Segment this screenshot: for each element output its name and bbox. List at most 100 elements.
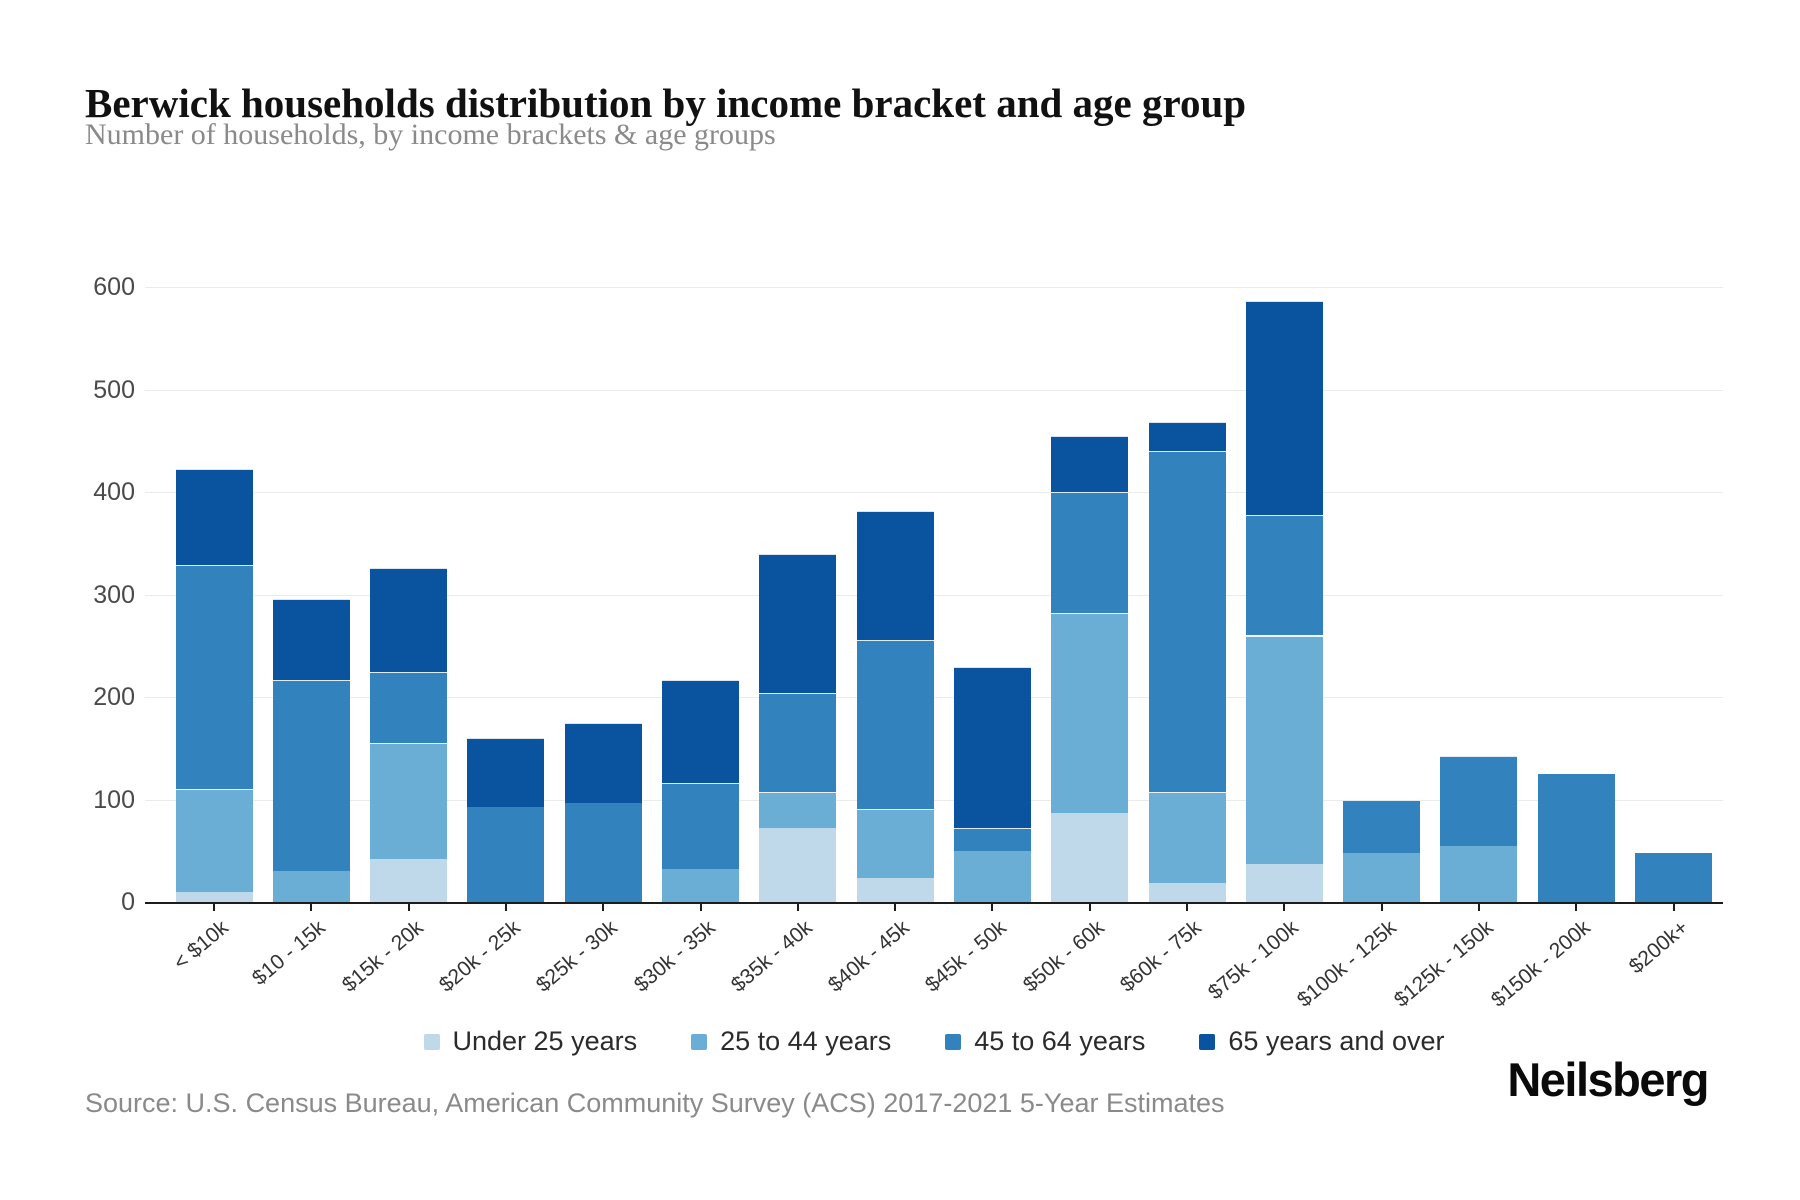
x-axis-label: $20k - 25k xyxy=(434,916,525,997)
bar-$150k - 200k[interactable] xyxy=(1537,773,1615,902)
bar-segment-45 to 64 years[interactable] xyxy=(759,692,837,793)
x-axis-tick xyxy=(1380,904,1383,911)
bar-segment-Under 25 years[interactable] xyxy=(370,858,448,902)
bar-segment-Under 25 years[interactable] xyxy=(856,878,934,902)
x-axis-tick xyxy=(602,904,605,911)
bar-segment-45 to 64 years[interactable] xyxy=(1537,773,1615,902)
bar-segment-Under 25 years[interactable] xyxy=(1051,812,1129,902)
legend-swatch-icon xyxy=(423,1033,440,1050)
bar-$25k - 30k[interactable] xyxy=(564,722,642,902)
chart-legend: Under 25 years 25 to 44 years 45 to 64 yea… xyxy=(145,1026,1723,1057)
y-axis-tick-label: 100 xyxy=(93,785,135,814)
bar-$20k - 25k[interactable] xyxy=(467,738,545,902)
bar-segment-45 to 64 years[interactable] xyxy=(175,564,253,790)
bar-segment-45 to 64 years[interactable] xyxy=(1051,492,1129,613)
bar-segment-45 to 64 years[interactable] xyxy=(1245,514,1323,636)
bar-segment-45 to 64 years[interactable] xyxy=(1440,756,1518,846)
bar-segment-45 to 64 years[interactable] xyxy=(564,802,642,902)
source-note: Source: U.S. Census Bureau, American Com… xyxy=(85,1088,1225,1118)
bar-segment-65 years and over[interactable] xyxy=(1245,301,1323,515)
legend-swatch-icon xyxy=(1199,1033,1216,1050)
bar-$35k - 40k[interactable] xyxy=(759,553,837,902)
bar-$200k+[interactable] xyxy=(1635,852,1712,902)
legend-swatch-icon xyxy=(691,1033,708,1050)
bar-$125k - 150k[interactable] xyxy=(1440,756,1518,902)
x-axis-tick xyxy=(1283,904,1286,911)
x-axis-line xyxy=(145,902,1723,904)
bar-segment-25 to 44 years[interactable] xyxy=(1245,635,1323,865)
bar-segment-25 to 44 years[interactable] xyxy=(1440,845,1518,902)
bar-segment-Under 25 years[interactable] xyxy=(759,828,837,902)
x-axis-tick xyxy=(1672,904,1675,911)
bar-segment-45 to 64 years[interactable] xyxy=(1635,852,1712,902)
bar-segment-65 years and over[interactable] xyxy=(272,598,350,680)
bar-segment-25 to 44 years[interactable] xyxy=(370,743,448,859)
gridline-y200 xyxy=(145,697,1723,698)
bar-segment-Under 25 years[interactable] xyxy=(175,891,253,902)
bar-segment-65 years and over[interactable] xyxy=(759,553,837,693)
bar-segment-45 to 64 years[interactable] xyxy=(856,639,934,809)
bar-segment-45 to 64 years[interactable] xyxy=(370,672,448,744)
bar-segment-45 to 64 years[interactable] xyxy=(1343,799,1421,853)
x-axis-tick xyxy=(796,904,799,911)
gridline-y300 xyxy=(145,594,1723,596)
x-axis-tick xyxy=(991,904,994,911)
bar-segment-45 to 64 years[interactable] xyxy=(272,679,350,872)
bar-segment-65 years and over[interactable] xyxy=(370,567,448,673)
page-title: Berwick households distribution by incom… xyxy=(85,80,1247,127)
x-axis-label: < $10k xyxy=(169,916,233,975)
bar-segment-25 to 44 years[interactable] xyxy=(662,869,739,902)
bar-segment-65 years and over[interactable] xyxy=(564,722,642,803)
x-axis-tick xyxy=(1477,904,1480,911)
x-axis-label: $100k - 125k xyxy=(1292,916,1401,1012)
bar-$45k - 50k[interactable] xyxy=(953,667,1031,902)
bar-segment-65 years and over[interactable] xyxy=(856,511,934,640)
bar-segment-25 to 44 years[interactable] xyxy=(175,789,253,892)
bar-segment-65 years and over[interactable] xyxy=(953,667,1031,829)
legend-label: 25 to 44 years xyxy=(720,1026,892,1056)
bar-segment-Under 25 years[interactable] xyxy=(1245,864,1323,902)
x-axis-label: $60k - 75k xyxy=(1115,916,1206,997)
bar-segment-65 years and over[interactable] xyxy=(467,738,545,807)
bar-$75k - 100k[interactable] xyxy=(1245,301,1323,902)
bar-segment-25 to 44 years[interactable] xyxy=(856,808,934,879)
bar-$50k - 60k[interactable] xyxy=(1051,435,1129,902)
bar-segment-45 to 64 years[interactable] xyxy=(1148,451,1226,793)
bar-segment-45 to 64 years[interactable] xyxy=(467,806,545,902)
bar-segment-65 years and over[interactable] xyxy=(662,679,739,784)
y-axis-tick-label: 500 xyxy=(93,375,135,404)
bar-$40k - 45k[interactable] xyxy=(856,511,934,902)
bar-segment-65 years and over[interactable] xyxy=(175,469,253,565)
x-axis-tick xyxy=(699,904,702,911)
y-axis-tick-label: 400 xyxy=(93,478,135,506)
bar-$30k - 35k[interactable] xyxy=(662,679,739,902)
bar-segment-45 to 64 years[interactable] xyxy=(662,783,739,870)
bar-segment-Under 25 years[interactable] xyxy=(1148,882,1226,902)
bar-segment-65 years and over[interactable] xyxy=(1051,435,1129,492)
legend-item-Under 25 years[interactable]: Under 25 years xyxy=(423,1026,637,1057)
x-axis-tick xyxy=(407,904,410,911)
bar-segment-25 to 44 years[interactable] xyxy=(272,871,350,902)
bar-segment-25 to 44 years[interactable] xyxy=(1148,792,1226,883)
bar-$60k - 75k[interactable] xyxy=(1148,422,1226,902)
x-axis-label: $75k - 100k xyxy=(1204,916,1304,1005)
x-axis-label: $45k - 50k xyxy=(921,916,1012,997)
legend-item-65 years and over[interactable]: 65 years and over xyxy=(1199,1026,1445,1057)
legend-label: 45 to 64 years xyxy=(974,1026,1146,1056)
legend-item-45 to 64 years[interactable]: 45 to 64 years xyxy=(945,1026,1145,1057)
bar-$10 - 15k[interactable] xyxy=(272,598,350,902)
bar-segment-25 to 44 years[interactable] xyxy=(953,850,1031,902)
x-axis-tick xyxy=(504,904,507,911)
bar-segment-65 years and over[interactable] xyxy=(1148,422,1226,451)
bar-segment-25 to 44 years[interactable] xyxy=(759,792,837,829)
bar-segment-25 to 44 years[interactable] xyxy=(1051,612,1129,813)
page-subtitle: Number of households, by income brackets… xyxy=(85,118,776,151)
x-axis-label: $25k - 30k xyxy=(532,916,622,997)
bar-segment-25 to 44 years[interactable] xyxy=(1343,852,1421,902)
bar-$100k - 125k[interactable] xyxy=(1343,799,1421,902)
bar-segment-45 to 64 years[interactable] xyxy=(953,828,1031,851)
bar-$15k - 20k[interactable] xyxy=(370,567,448,902)
legend-item-25 to 44 years[interactable]: 25 to 44 years xyxy=(691,1026,891,1057)
y-axis-tick-label: 200 xyxy=(93,683,135,711)
bar-< $10k[interactable] xyxy=(175,469,253,902)
